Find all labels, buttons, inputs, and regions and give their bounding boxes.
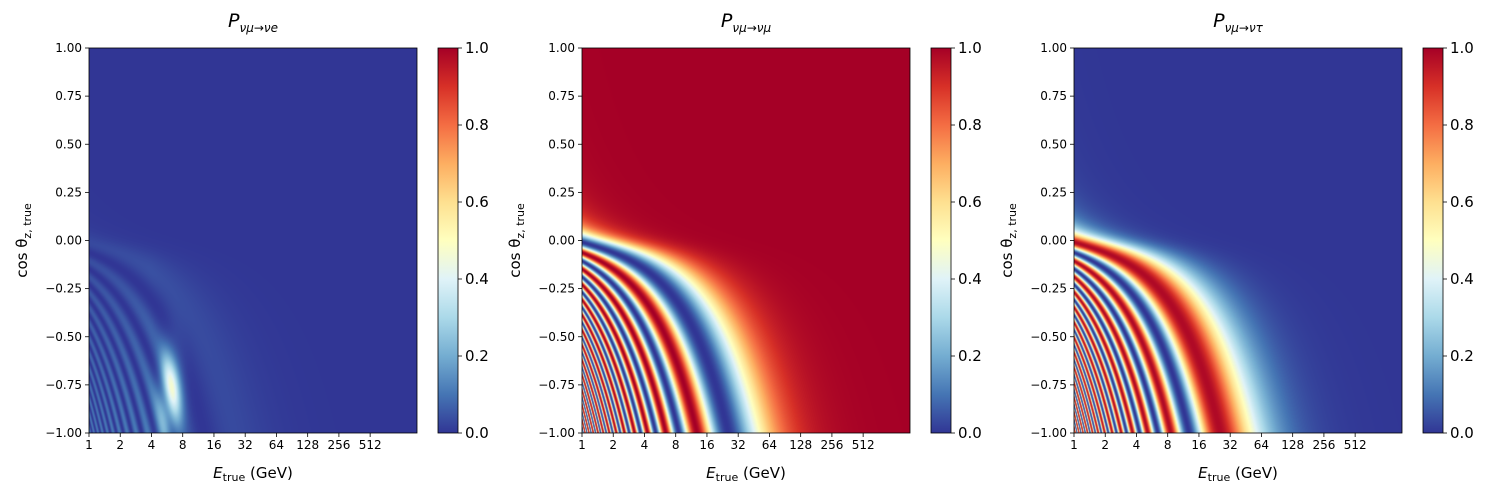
y-tick-label: 0.00 (548, 234, 575, 248)
x-tick-label: 1 (578, 438, 586, 452)
x-tick-label: 1 (1070, 438, 1078, 452)
x-tick-label: 4 (148, 438, 156, 452)
x-tick-label: 2 (1101, 438, 1109, 452)
panel-title: Pνμ→ντ (1213, 10, 1264, 35)
colorbar-tick-label: 0.2 (465, 347, 489, 365)
panel-1: 1 2 4 8 16 32 64 128 256 512 −1.00 −0.75 −0.50 −0.25 0… (13, 10, 489, 484)
x-tick-label: 32 (238, 438, 253, 452)
colorbar-tick-label: 0.4 (465, 270, 489, 288)
colorbar-tick-label: 0.4 (958, 270, 982, 288)
colorbar-tick-label: 1.0 (958, 39, 982, 57)
colorbar-tick-label: 0.6 (1450, 193, 1474, 211)
y-tick-label: −1.00 (1030, 426, 1067, 440)
x-tick-label: 8 (179, 438, 187, 452)
panel-2: 1 2 4 8 16 32 64 128 256 512 −1.00 −0.75 −0.50 −0.25 0… (506, 10, 982, 484)
panel-title: Pνμ→νe (228, 10, 278, 35)
y-tick-label: −0.25 (45, 282, 82, 296)
y-tick-label: −0.50 (1030, 330, 1067, 344)
y-tick-label: −1.00 (538, 426, 575, 440)
y-axis-label: cos θz, true (506, 203, 527, 278)
x-tick-label: 512 (852, 438, 875, 452)
x-tick-label: 256 (820, 438, 843, 452)
y-tick-label: 1.00 (55, 41, 82, 55)
x-tick-label: 16 (1191, 438, 1206, 452)
x-tick-label: 512 (1344, 438, 1367, 452)
x-tick-label: 256 (327, 438, 350, 452)
x-tick-label: 32 (731, 438, 746, 452)
y-tick-label: 0.00 (55, 234, 82, 248)
colorbar (930, 47, 952, 434)
x-tick-label: 2 (609, 438, 617, 452)
colorbar-tick-label: 0.4 (1450, 270, 1474, 288)
colorbar-tick-label: 0.2 (1450, 347, 1474, 365)
x-tick-label: 4 (1133, 438, 1141, 452)
heatmap-image (89, 48, 417, 433)
x-tick-label: 64 (1254, 438, 1269, 452)
y-tick-label: 0.25 (1040, 185, 1067, 199)
heatmap-image (1074, 48, 1402, 433)
x-tick-label: 128 (789, 438, 812, 452)
x-tick-label: 128 (296, 438, 319, 452)
y-tick-label: −0.50 (538, 330, 575, 344)
colorbar-tick-label: 0.6 (465, 193, 489, 211)
colorbar-tick-label: 0.0 (1450, 424, 1474, 442)
x-tick-label: 128 (1281, 438, 1304, 452)
y-tick-label: 0.50 (548, 137, 575, 151)
colorbar-tick-label: 0.8 (465, 116, 489, 134)
panel-title: Pνμ→νμ (721, 10, 772, 35)
x-tick-label: 2 (116, 438, 124, 452)
y-tick-label: 1.00 (1040, 41, 1067, 55)
colorbar-tick-label: 0.8 (1450, 116, 1474, 134)
y-tick-label: −0.25 (538, 282, 575, 296)
colorbar-tick-label: 1.0 (465, 39, 489, 57)
y-axis-label: cos θz, true (998, 203, 1019, 278)
y-tick-label: −0.50 (45, 330, 82, 344)
y-tick-label: 0.75 (548, 89, 575, 103)
y-tick-label: −0.75 (45, 378, 82, 392)
y-tick-label: −1.00 (45, 426, 82, 440)
x-tick-label: 256 (1312, 438, 1335, 452)
y-tick-label: 0.00 (1040, 234, 1067, 248)
colorbar-tick-label: 1.0 (1450, 39, 1474, 57)
colorbar (437, 47, 459, 434)
colorbar-tick-label: 0.8 (958, 116, 982, 134)
x-tick-label: 1 (85, 438, 93, 452)
x-tick-label: 8 (1164, 438, 1172, 452)
y-tick-label: 0.75 (1040, 89, 1067, 103)
colorbar-tick-label: 0.6 (958, 193, 982, 211)
x-axis-label: Etrue (GeV) (213, 464, 293, 484)
x-tick-label: 512 (359, 438, 382, 452)
x-tick-label: 4 (641, 438, 649, 452)
x-axis-label: Etrue (GeV) (1198, 464, 1278, 484)
x-tick-label: 16 (699, 438, 714, 452)
y-tick-label: 0.25 (55, 185, 82, 199)
panel-3: 1 2 4 8 16 32 64 128 256 512 −1.00 −0.75 −0.50 −0.25 0… (998, 10, 1474, 484)
y-tick-label: 0.50 (55, 137, 82, 151)
heatmap-image (582, 48, 910, 433)
y-tick-label: −0.75 (1030, 378, 1067, 392)
x-tick-label: 64 (762, 438, 777, 452)
y-tick-label: 0.50 (1040, 137, 1067, 151)
y-tick-label: 0.75 (55, 89, 82, 103)
colorbar-tick-label: 0.0 (465, 424, 489, 442)
y-axis-label: cos θz, true (13, 203, 34, 278)
x-tick-label: 64 (269, 438, 284, 452)
x-tick-label: 8 (672, 438, 680, 452)
colorbar (1422, 47, 1444, 434)
y-tick-label: 1.00 (548, 41, 575, 55)
x-axis-label: Etrue (GeV) (706, 464, 786, 484)
x-tick-label: 32 (1223, 438, 1238, 452)
y-tick-label: 0.25 (548, 185, 575, 199)
colorbar-tick-label: 0.2 (958, 347, 982, 365)
y-tick-label: −0.75 (538, 378, 575, 392)
colorbar-tick-label: 0.0 (958, 424, 982, 442)
y-tick-label: −0.25 (1030, 282, 1067, 296)
x-tick-label: 16 (206, 438, 221, 452)
